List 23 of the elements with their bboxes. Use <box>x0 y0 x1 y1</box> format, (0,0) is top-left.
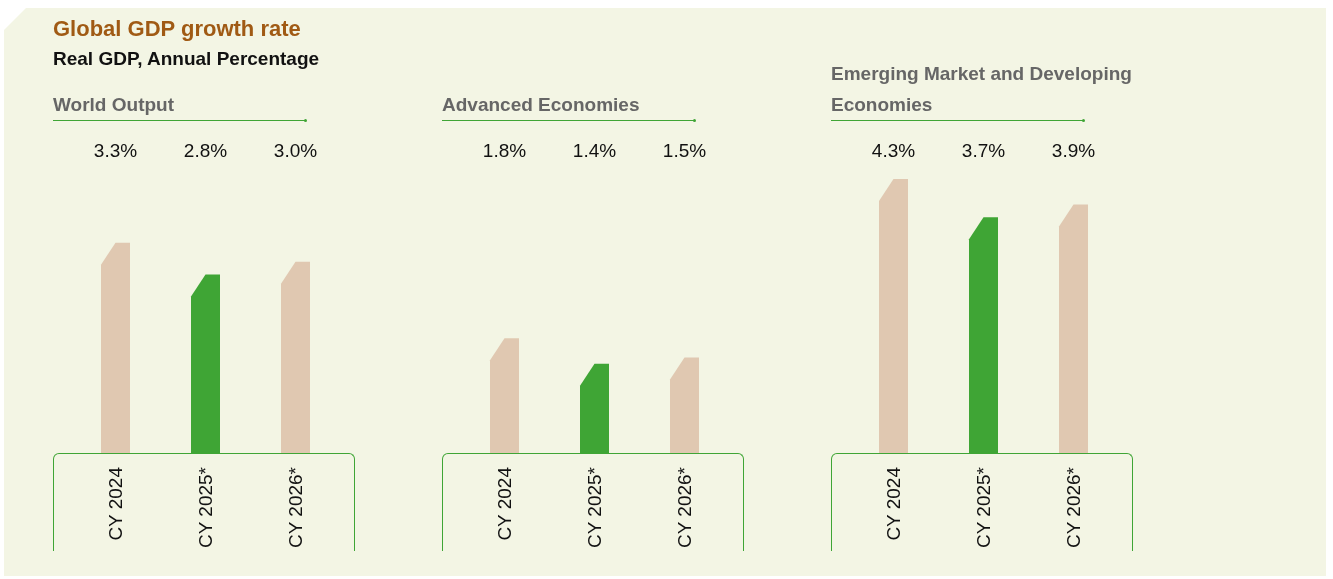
data-label: 3.9% <box>1051 140 1096 161</box>
x-tick-label: CY 2026* <box>285 466 306 548</box>
data-label: 1.4% <box>572 140 617 161</box>
x-tick-label: CY 2025* <box>973 466 994 548</box>
data-label: 1.5% <box>662 140 707 161</box>
data-label: 1.8% <box>482 140 527 161</box>
data-label: 2.8% <box>183 140 228 161</box>
data-label: 3.0% <box>273 140 318 161</box>
text: Global GDP growth rate <box>53 16 302 42</box>
x-tick-label: CY 2026* <box>674 466 695 548</box>
chart-title: Emerging Market and Developing Economies <box>831 62 1133 117</box>
x-tick-label: CY 2024 <box>494 466 515 541</box>
data-label: 3.3% <box>93 140 138 161</box>
x-tick-label: CY 2024 <box>105 466 126 541</box>
x-tick-label: CY 2024 <box>883 466 904 541</box>
chart-title: World Output <box>53 93 175 117</box>
text: Real GDP, Annual Percentage <box>53 48 320 70</box>
x-tick-label: CY 2025* <box>584 466 605 548</box>
x-tick-label: CY 2025* <box>195 466 216 548</box>
x-tick-label: CY 2026* <box>1063 466 1084 548</box>
data-label: 4.3% <box>871 140 916 161</box>
chart-title: Advanced Economies <box>442 93 641 117</box>
data-label: 3.7% <box>961 140 1006 161</box>
